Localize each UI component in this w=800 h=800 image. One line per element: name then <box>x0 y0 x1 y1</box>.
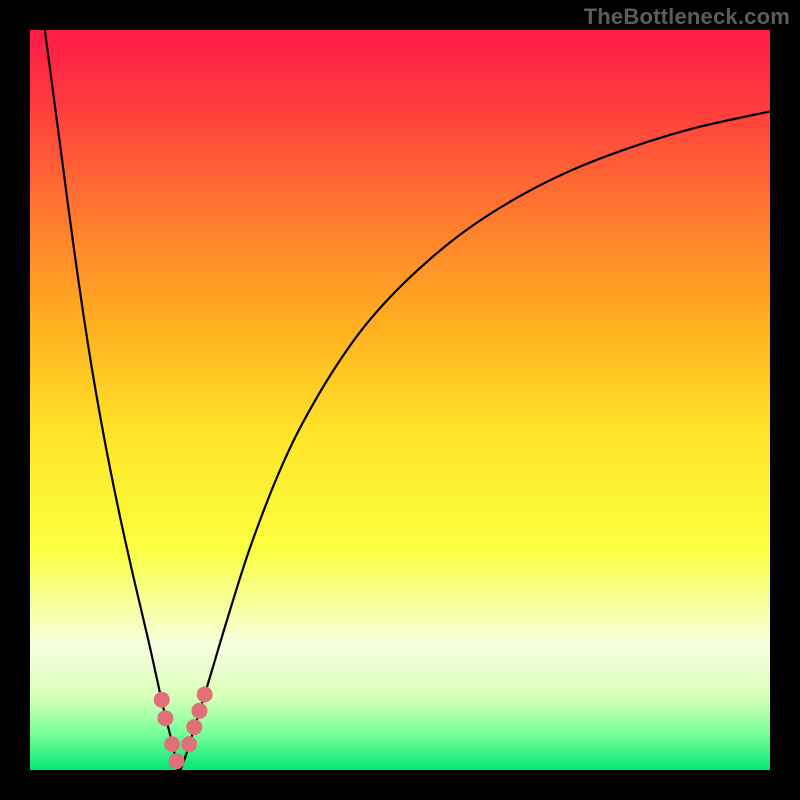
data-marker <box>157 710 173 726</box>
data-marker <box>197 687 213 703</box>
chart-container: { "watermark": { "text": "TheBottleneck.… <box>0 0 800 800</box>
plot-background <box>30 30 770 770</box>
data-marker <box>169 753 185 769</box>
data-marker <box>181 736 197 752</box>
data-marker <box>164 736 180 752</box>
bottleneck-curve-chart <box>0 0 800 800</box>
data-marker <box>186 719 202 735</box>
data-marker <box>191 703 207 719</box>
watermark: TheBottleneck.com <box>584 4 790 30</box>
data-marker <box>154 692 170 708</box>
